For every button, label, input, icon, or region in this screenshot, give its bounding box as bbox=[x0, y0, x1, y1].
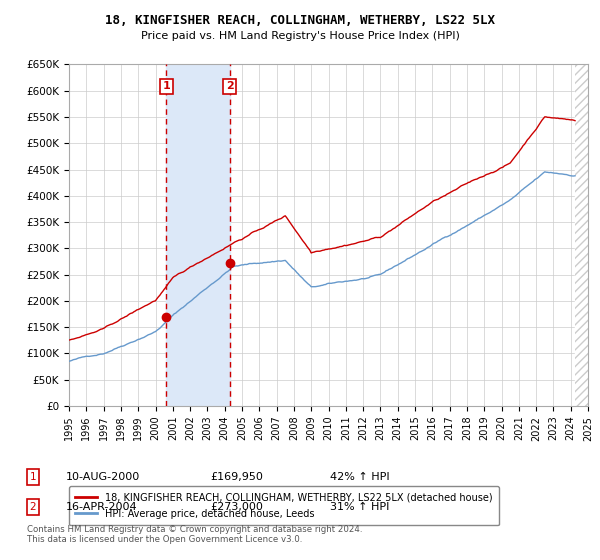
Text: Contains HM Land Registry data © Crown copyright and database right 2024.
This d: Contains HM Land Registry data © Crown c… bbox=[27, 525, 362, 544]
Bar bbox=[575, 64, 596, 406]
Bar bbox=[575, 64, 596, 406]
Text: 2: 2 bbox=[226, 81, 233, 91]
Text: 10-AUG-2000: 10-AUG-2000 bbox=[66, 472, 140, 482]
Text: £273,000: £273,000 bbox=[210, 502, 263, 512]
Text: £169,950: £169,950 bbox=[210, 472, 263, 482]
Text: 18, KINGFISHER REACH, COLLINGHAM, WETHERBY, LS22 5LX: 18, KINGFISHER REACH, COLLINGHAM, WETHER… bbox=[105, 14, 495, 27]
Text: 1: 1 bbox=[163, 81, 170, 91]
Text: 31% ↑ HPI: 31% ↑ HPI bbox=[330, 502, 389, 512]
Text: 16-APR-2004: 16-APR-2004 bbox=[66, 502, 137, 512]
Text: 1: 1 bbox=[29, 472, 37, 482]
Text: 2: 2 bbox=[29, 502, 37, 512]
Bar bbox=[166, 64, 230, 406]
Legend: 18, KINGFISHER REACH, COLLINGHAM, WETHERBY, LS22 5LX (detached house), HPI: Aver: 18, KINGFISHER REACH, COLLINGHAM, WETHER… bbox=[68, 486, 499, 525]
Text: Price paid vs. HM Land Registry's House Price Index (HPI): Price paid vs. HM Land Registry's House … bbox=[140, 31, 460, 41]
Text: 42% ↑ HPI: 42% ↑ HPI bbox=[330, 472, 389, 482]
